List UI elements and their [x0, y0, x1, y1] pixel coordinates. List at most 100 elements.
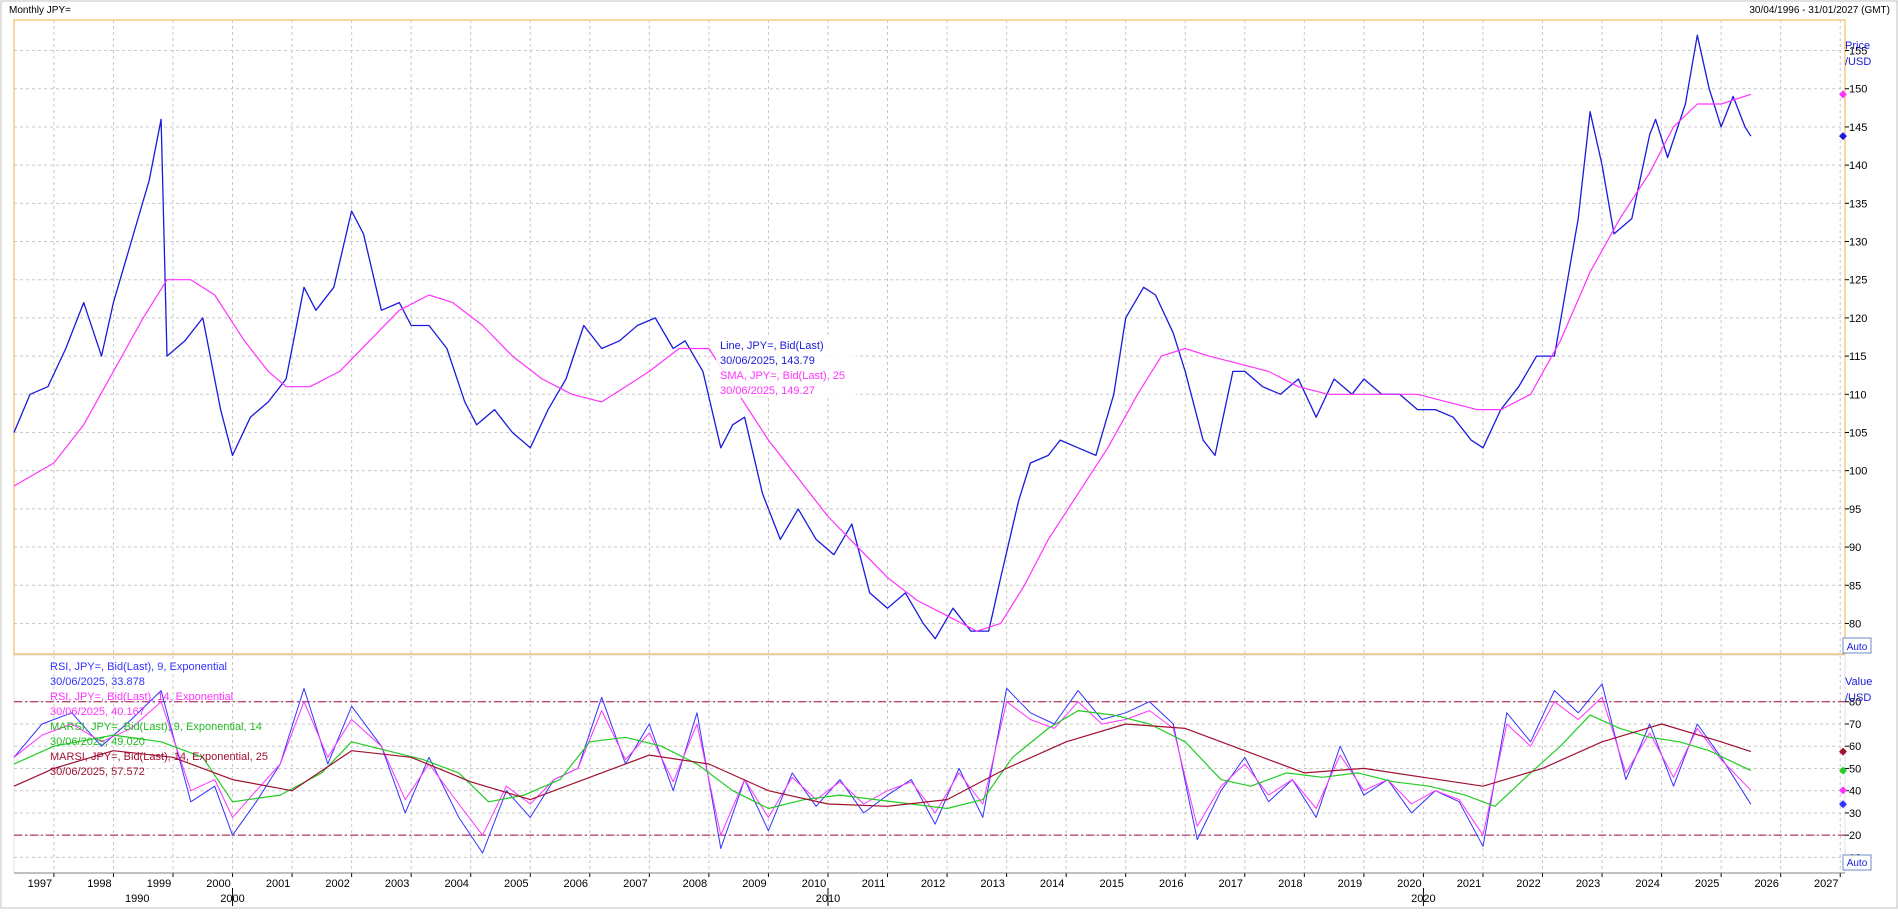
y-tick-label-price: 130 — [1849, 237, 1867, 249]
legend-marsi9-value: 30/06/2025, 49.020 — [50, 736, 145, 748]
x-tick-label-year: 2026 — [1754, 878, 1778, 890]
y-tick-label-price: 150 — [1849, 84, 1867, 96]
price-legend: Line, JPY=, Bid(Last) 30/06/2025, 143.79… — [716, 336, 856, 398]
rsi-axis-unit: /USD — [1845, 692, 1871, 704]
y-tick-label-price: 125 — [1849, 275, 1867, 287]
x-tick-label-year: 1998 — [87, 878, 111, 890]
legend-rsi9-value: 30/06/2025, 33.878 — [50, 676, 145, 688]
y-tick-label-rsi: 70 — [1849, 719, 1861, 731]
marker-layer — [1839, 90, 1847, 809]
x-tick-label-year: 2021 — [1457, 878, 1481, 890]
rsi-series-line — [13, 683, 1752, 854]
legend-marsi14-label: MARSI, JPY=, Bid(Last), 14, Exponential,… — [50, 751, 268, 763]
x-tick-label-year: 2025 — [1695, 878, 1719, 890]
x-tick-label-decade: 1990 — [125, 893, 149, 905]
price-panel-border — [13, 19, 1846, 655]
y-tick-label-rsi: 50 — [1849, 763, 1861, 775]
price-series-line — [13, 93, 1752, 632]
x-tick-label-year: 2019 — [1338, 878, 1362, 890]
rsi-auto-label: Auto — [1847, 858, 1868, 869]
x-tick-label-year: 2006 — [564, 878, 588, 890]
last-value-marker — [1839, 132, 1847, 141]
x-tick-label-year: 2001 — [266, 878, 290, 890]
x-tick-label-year: 2015 — [1099, 878, 1123, 890]
x-tick-label-year: 2016 — [1159, 878, 1183, 890]
x-tick-label-year: 2011 — [862, 878, 886, 890]
price-auto-button[interactable] — [1842, 637, 1872, 654]
threshold-layer — [14, 701, 1845, 836]
x-tick-label-year: 2024 — [1635, 878, 1659, 890]
last-value-marker — [1839, 800, 1847, 809]
y-tick-label-price: 135 — [1849, 198, 1867, 210]
price-legend-bg — [716, 336, 856, 398]
legend-rsi14-value: 30/06/2025, 40.167 — [50, 706, 145, 718]
x-tick-label-year: 2003 — [385, 878, 409, 890]
x-tick-label-year: 2020 — [1397, 878, 1421, 890]
rsi-series-line — [13, 723, 1752, 807]
y-tick-label-price: 90 — [1849, 542, 1861, 554]
x-tick-label-year: 2009 — [742, 878, 766, 890]
last-value-marker — [1839, 90, 1847, 99]
x-tick-label-year: 2010 — [802, 878, 826, 890]
y-tick-label-price: 85 — [1849, 580, 1861, 592]
legend-marsi9-label: MARSI, JPY=, Bid(Last), 9, Exponential, … — [50, 721, 262, 733]
y-tick-label-rsi: 20 — [1849, 830, 1861, 842]
rsi-series-line — [13, 696, 1752, 836]
y-tick-label-rsi: 40 — [1849, 786, 1861, 798]
rsi-auto-button[interactable] — [1842, 854, 1872, 871]
x-tick-label-year: 2012 — [921, 878, 945, 890]
x-tick-label-year: 2023 — [1576, 878, 1600, 890]
x-tick-label-year: 2007 — [623, 878, 647, 890]
y-tick-label-price: 100 — [1849, 466, 1867, 478]
y-tick-label-price: 140 — [1849, 160, 1867, 172]
last-value-marker — [1839, 766, 1847, 775]
price-axis-title: Price — [1845, 40, 1870, 52]
y-tick-label-rsi: 30 — [1849, 808, 1861, 820]
y-tick-label-price: 145 — [1849, 122, 1867, 134]
legend-sma-label: SMA, JPY=, Bid(Last), 25 — [720, 370, 845, 382]
last-value-marker — [1839, 786, 1847, 795]
price-axis-unit: /USD — [1845, 56, 1871, 68]
x-tick-label-year: 2013 — [980, 878, 1004, 890]
y-tick-label-price: 80 — [1849, 618, 1861, 630]
x-tick-label-year: 2004 — [444, 878, 468, 890]
y-tick-label-price: 120 — [1849, 313, 1867, 325]
legend-marsi14-value: 30/06/2025, 57.572 — [50, 766, 145, 778]
y-tick-label-price: 155 — [1849, 46, 1867, 58]
rsi-series-line — [13, 709, 1752, 810]
legend-line-label: Line, JPY=, Bid(Last) — [720, 340, 824, 352]
x-tick-label-year: 1999 — [147, 878, 171, 890]
x-tick-label-year: 2014 — [1040, 878, 1064, 890]
legend-rsi14-label: RSI, JPY=, Bid(Last), 14, Exponential — [50, 691, 233, 703]
date-range: 30/04/1996 - 31/01/2027 (GMT) — [1749, 5, 1890, 16]
last-value-marker — [1839, 747, 1847, 756]
price-series-line — [13, 34, 1752, 640]
y-tick-label-rsi: 60 — [1849, 741, 1861, 753]
x-tick-label-year: 2017 — [1219, 878, 1243, 890]
legend-line-value: 30/06/2025, 143.79 — [720, 355, 815, 367]
price-auto-label: Auto — [1847, 642, 1868, 653]
x-tick-label-year: 2008 — [683, 878, 707, 890]
rsi-axis-title: Value — [1845, 676, 1872, 688]
x-tick-label-year: 1997 — [28, 878, 52, 890]
y-tick-label-price: 110 — [1849, 389, 1867, 401]
x-tick-label-year: 2018 — [1278, 878, 1302, 890]
y-tick-label-price: 105 — [1849, 427, 1867, 439]
legend-rsi9-label: RSI, JPY=, Bid(Last), 9, Exponential — [50, 661, 227, 673]
y-tick-label-rsi: 80 — [1849, 697, 1861, 709]
x-tick-label-year: 2022 — [1516, 878, 1540, 890]
x-tick-label-year: 2027 — [1814, 878, 1838, 890]
x-tick-label-year: 2000 — [206, 878, 230, 890]
grid-layer — [14, 20, 1845, 873]
chart-title: Monthly JPY= — [9, 5, 71, 16]
y-tick-label-price: 95 — [1849, 504, 1861, 516]
x-tick-label-year: 2002 — [325, 878, 349, 890]
x-tick-label-year: 2005 — [504, 878, 528, 890]
series-layer — [13, 34, 1752, 854]
y-tick-label-price: 115 — [1849, 351, 1867, 363]
legend-sma-value: 30/06/2025, 149.27 — [720, 385, 815, 397]
